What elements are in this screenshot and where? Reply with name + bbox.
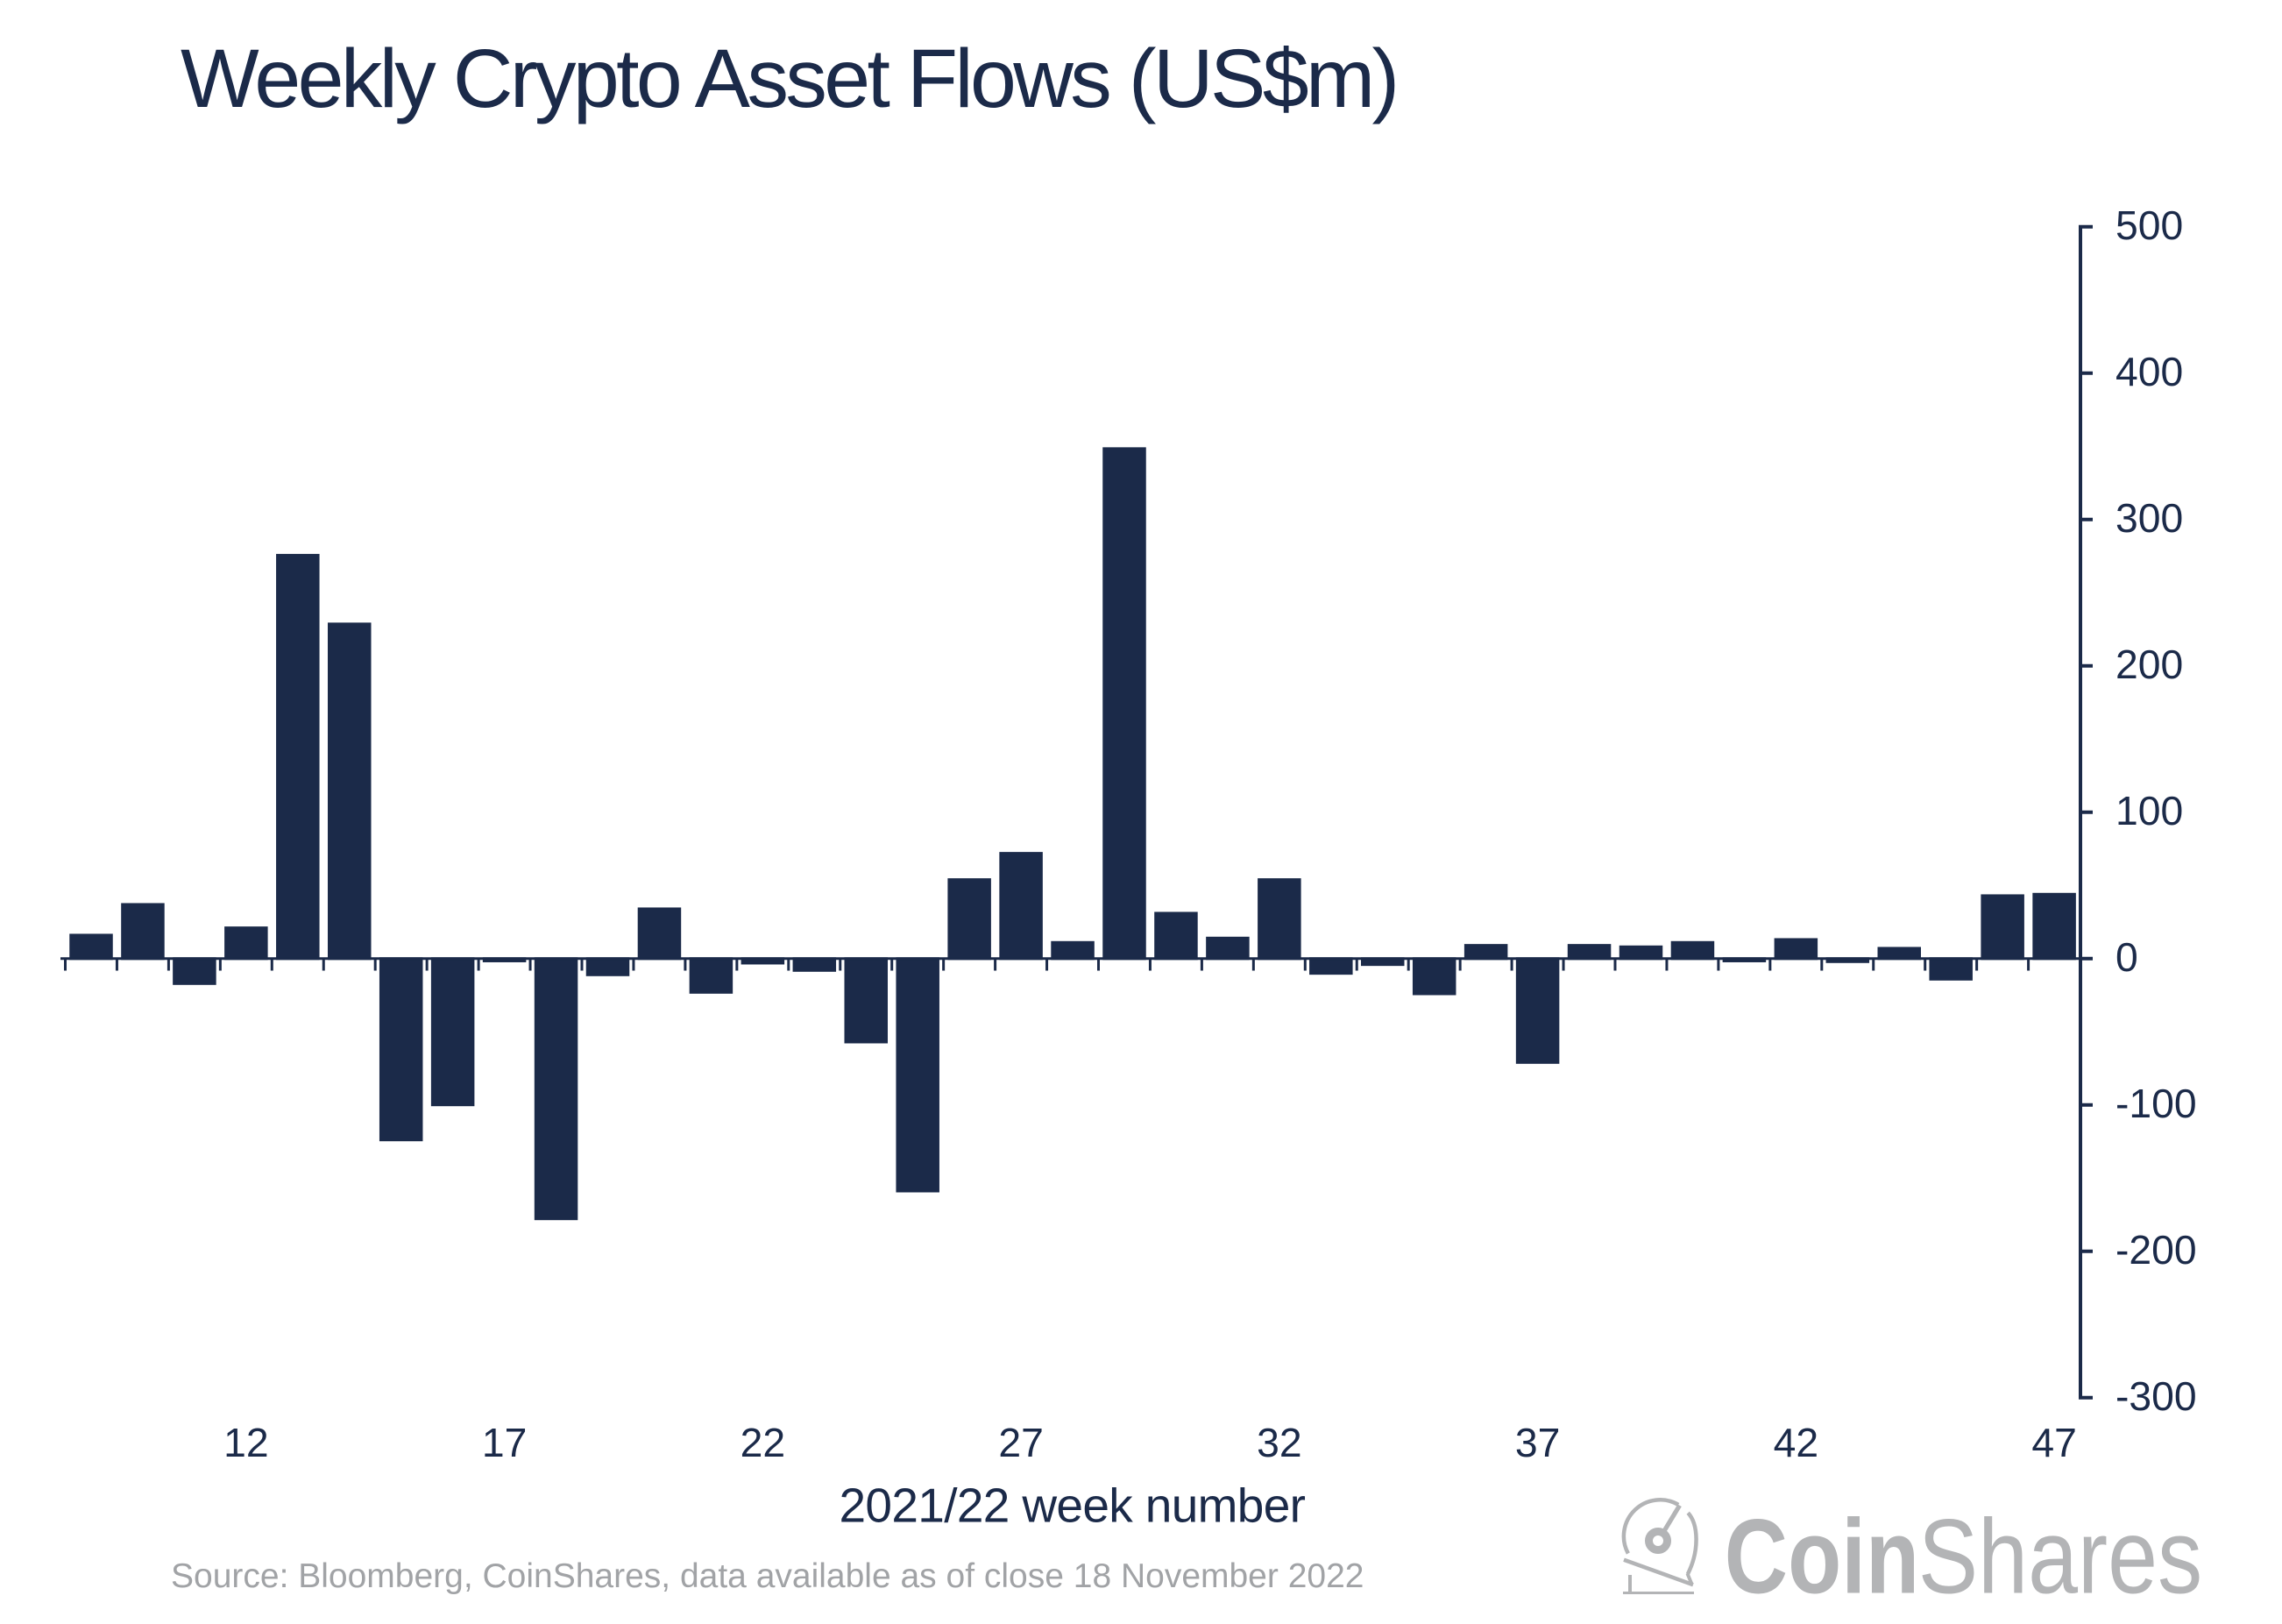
- svg-text:47: 47: [2031, 1420, 2077, 1465]
- svg-text:2021/22 week number: 2021/22 week number: [839, 1479, 1305, 1533]
- svg-text:Weekly Crypto Asset Flows (US$: Weekly Crypto Asset Flows (US$m): [181, 32, 1397, 125]
- svg-text:Shares: Shares: [1918, 1498, 2202, 1616]
- svg-text:12: 12: [223, 1420, 269, 1465]
- svg-text:22: 22: [741, 1420, 786, 1465]
- svg-text:32: 32: [1257, 1420, 1302, 1465]
- svg-text:100: 100: [2115, 788, 2183, 833]
- svg-text:37: 37: [1515, 1420, 1561, 1465]
- svg-text:Coin: Coin: [1725, 1499, 1919, 1616]
- svg-text:-200: -200: [2115, 1227, 2197, 1273]
- svg-text:-300: -300: [2115, 1373, 2197, 1419]
- svg-text:200: 200: [2115, 642, 2183, 687]
- svg-text:27: 27: [998, 1420, 1044, 1465]
- svg-text:17: 17: [482, 1420, 528, 1465]
- svg-text:-100: -100: [2115, 1081, 2197, 1126]
- svg-text:400: 400: [2115, 349, 2183, 394]
- svg-text:42: 42: [1774, 1420, 1819, 1465]
- svg-text:0: 0: [2115, 934, 2138, 980]
- svg-text:300: 300: [2115, 495, 2183, 541]
- svg-text:Source: Bloomberg, CoinShares,: Source: Bloomberg, CoinShares, data avai…: [171, 1557, 1364, 1595]
- svg-text:500: 500: [2115, 202, 2183, 248]
